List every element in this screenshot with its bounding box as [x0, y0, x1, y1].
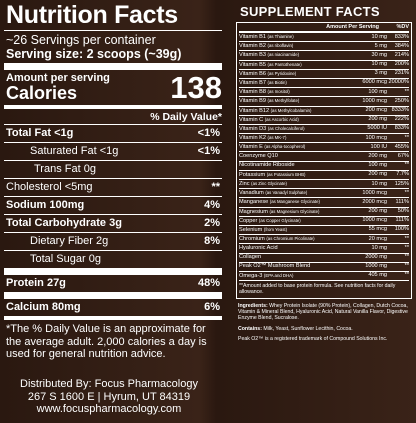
supplement-row: Chromium (as Chromium Picolinate) 20 mcg *… [239, 235, 409, 245]
supplement-row: Vitamin C (as Ascorbic Acid) 200 mg 222% [239, 116, 409, 125]
supplement-row: Potassium (as Potassium BHB) 200 mg 7.7% [239, 171, 409, 180]
supplement-row: Coenzyme Q10 200 mg 67% [239, 152, 409, 162]
calories-value: 138 [170, 70, 222, 105]
nutrient-row: Total Fat <1g <1% [4, 124, 222, 142]
amount-per-serving: Amount per serving [6, 72, 110, 84]
nutrient-row: Saturated Fat <1g <1% [4, 142, 222, 160]
supplement-row: Copper (as Copper Glycinate) 1000 mcg 111% [239, 217, 409, 226]
supplement-row: Selenium (from Yeast) 55 mcg 100% [239, 226, 409, 236]
nutrient-row: Total Sugar 0g [4, 250, 222, 268]
supplement-row: Vitamin B12 (as Methylcobalamin) 200 mcg 8… [239, 107, 409, 116]
calories-label: Calories [6, 83, 78, 103]
nutrition-title: Nutrition Facts [6, 1, 178, 29]
supplement-row: Vitamin B9 (as Methylfolate) 1000 mcg 250% [239, 97, 409, 107]
nutrient-row: Protein 27g 48% [6, 277, 220, 289]
supplement-row: Vitamin E (as Alpha-tocopherol) 100 IU 455… [239, 143, 409, 153]
ingredients: Ingredients: Whey Protein Isolate (90% P… [238, 302, 408, 343]
supplement-row: Hyaluronic Acid 10 mg ** [239, 244, 409, 254]
daily-value-footnote: *The % Daily Value is an approximate for… [6, 323, 207, 360]
supplement-header: Amount Per Serving %DV [239, 23, 409, 33]
serving-size: Serving size: 2 scoops (~39g) [6, 47, 182, 61]
nutrient-row: Dietary Fiber 2g 8% [4, 232, 222, 250]
servings-per-container: ~26 Servings per container [6, 33, 156, 47]
distributor-info: Distributed By: Focus Pharmacology 267 S… [0, 378, 218, 416]
supplement-row: Omega-3 (EPA and DHA) 405 mg ** [239, 272, 409, 282]
nutrient-row: Cholesterol <5mg ** [4, 178, 222, 196]
supplement-row: Vitamin D3 (as Cholecalciferol) 5000 IU 83… [239, 125, 409, 135]
supplement-note: **Amount added to base protein formula. … [239, 283, 396, 296]
supplement-row: Vitamin B2 (as riboflavin) 5 mg 384% [239, 42, 409, 52]
supplement-row: Vitamin B7 (as Biotin) 6000 mcg 20000% [239, 79, 409, 89]
supplement-row: Nicotinamide Riboside 100 mg ** [239, 162, 409, 171]
supplement-table: Amount Per Serving %DV Vitamin B1 (as Th… [236, 22, 412, 299]
supplement-row: Vitamin B3 (as niacinamide) 30 mg 214% [239, 51, 409, 61]
website-link: www.focuspharmacology.com [36, 403, 182, 415]
supplement-row: Manganese (as Manganese Glycinate) 2000 m… [239, 198, 409, 208]
supplement-row: Vitamin B5 (as Pantothenate) 10 mg 200% [239, 61, 409, 70]
supplement-row: Peak O2™ Mushroom Blend 1000 mg ** [239, 263, 409, 272]
supplement-row: Collagen 2000 mg ** [239, 254, 409, 263]
nutrient-row: Sodium 100mg 4% [4, 196, 222, 214]
supplement-row: Zinc (as Zinc Glycinate) 10 mg 125% [239, 180, 409, 190]
supplement-row: Vitamin K2 (as MK-7) 100 mcg ** [239, 134, 409, 144]
daily-value-header: % Daily Value* [150, 111, 222, 123]
nutrient-row: Calcium 80mg 6% [6, 301, 220, 313]
nutrition-facts-panel: Nutrition Facts ~26 Servings per contain… [4, 0, 222, 361]
supplement-facts-panel: SUPPLEMENT FACTS Amount Per Serving %DV … [236, 0, 412, 343]
supplement-row: Magnesium (as Magnesium Glycinate) 200 mg… [239, 208, 409, 217]
supplement-title: SUPPLEMENT FACTS [240, 4, 380, 19]
supplement-row: Vitamin B6 (as Pyridoxine) 3 mg 231% [239, 70, 409, 79]
calories-row: Amount per serving Calories 138 [4, 72, 222, 103]
supplement-row: Vanadium (as Vanadyl Sulphate) 1000 mcg ** [239, 189, 409, 199]
supplement-row: Vitamin B1 (as Thiamine) 10 mg 833% [239, 33, 409, 43]
nutrient-row: Trans Fat 0g [4, 160, 222, 178]
nutrient-row: Total Carbohydrate 3g 2% [4, 214, 222, 232]
supplement-row: Vitamin B8 (as Inositol) 100 mg ** [239, 88, 409, 98]
